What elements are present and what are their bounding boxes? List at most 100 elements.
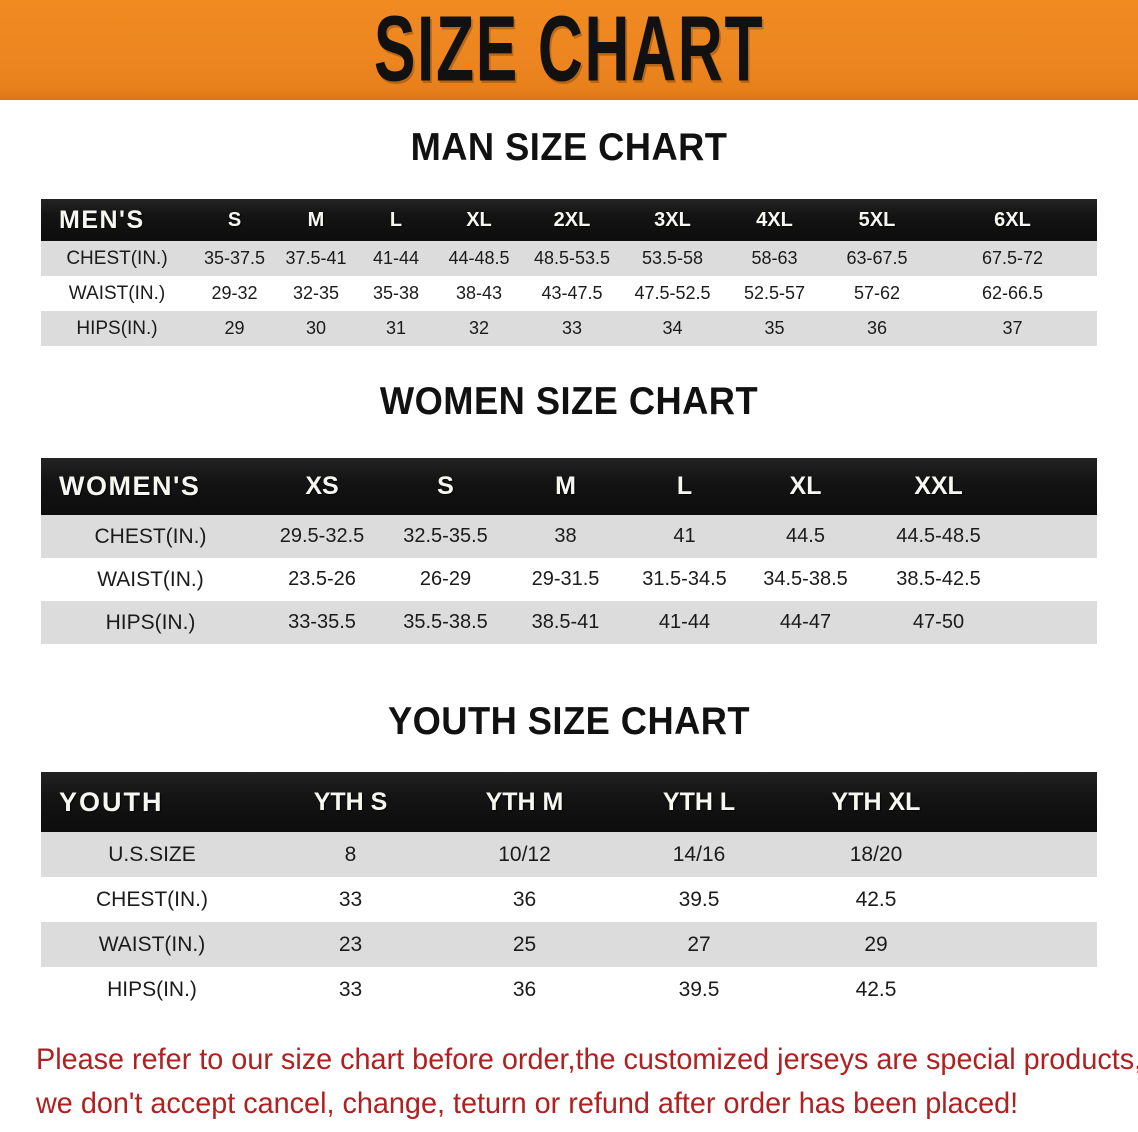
men-hips-5xl: 36	[866, 318, 888, 338]
women-chest-l: 41	[673, 525, 696, 547]
table-header-row: YOUTH YTH S YTH M YTH L YTH XL	[41, 772, 1097, 832]
men-chest-6xl: 67.5-72	[981, 248, 1044, 268]
youth-ussize-m: 10/12	[498, 842, 551, 866]
youth-size-table: YOUTH YTH S YTH M YTH L YTH XL U.S.SIZE …	[41, 772, 1097, 1012]
women-col-spacer	[1011, 458, 1097, 515]
table-header-row: WOMEN'S XS S M L XL XXL	[41, 458, 1097, 515]
men-chest-s: 35-37.5	[203, 248, 266, 268]
men-waist-5xl: 57-62	[853, 283, 901, 303]
women-col-l: L	[676, 472, 693, 500]
youth-col-spacer	[965, 772, 1097, 832]
table-row: WAIST(IN.) 29-32 32-35 35-38 38-43 43-47…	[41, 276, 1097, 311]
youth-chest-xl: 42.5	[855, 887, 897, 911]
men-waist-m: 32-35	[292, 283, 340, 303]
women-waist-s: 26-29	[419, 568, 472, 590]
men-hips-3xl: 34	[662, 318, 683, 338]
men-hips-m: 30	[305, 318, 327, 338]
women-row-label-waist: WAIST(IN.)	[97, 567, 204, 591]
table-row: U.S.SIZE 8 10/12 14/16 18/20	[41, 832, 1097, 877]
youth-hips-s: 33	[338, 977, 363, 1001]
men-hips-l: 31	[385, 318, 407, 338]
table-row: HIPS(IN.) 33 36 39.5 42.5	[41, 967, 1097, 1012]
youth-hips-spacer	[965, 967, 1097, 1012]
women-waist-m: 29-31.5	[531, 568, 600, 590]
women-waist-xxl: 38.5-42.5	[896, 568, 981, 590]
section-title-women: WOMEN SIZE CHART	[379, 380, 759, 423]
men-col-5xl: 5XL	[858, 208, 896, 231]
page-banner: SIZE CHART	[0, 0, 1138, 100]
banner-title: SIZE CHART	[373, 0, 765, 100]
youth-ussize-xl: 18/20	[849, 842, 903, 866]
table-row: HIPS(IN.) 29 30 31 32 33 34 35 36 37	[41, 311, 1097, 346]
youth-col-xl: YTH XL	[831, 787, 921, 816]
youth-col-m: YTH M	[485, 787, 564, 816]
women-waist-spacer	[1011, 558, 1097, 601]
men-row-label-waist: WAIST(IN.)	[68, 282, 166, 304]
women-hips-xs: 33-35.5	[288, 611, 356, 633]
youth-waist-m: 25	[512, 932, 537, 956]
men-chest-l: 41-44	[372, 248, 420, 268]
women-row-label-chest: CHEST(IN.)	[94, 524, 207, 548]
men-chest-xl: 44-48.5	[448, 248, 510, 268]
youth-row-label-hips: HIPS(IN.)	[107, 977, 197, 1001]
women-hips-l: 41-44	[658, 611, 711, 633]
women-row-label-hips: HIPS(IN.)	[105, 610, 196, 634]
men-col-2xl: 2XL	[553, 208, 591, 231]
men-hips-4xl: 35	[764, 318, 785, 338]
men-col-6xl: 6XL	[994, 208, 1031, 231]
men-size-table: MEN'S S M L XL 2XL 3XL 4XL 5XL 6XL CHEST…	[41, 199, 1097, 346]
table-header-row: MEN'S S M L XL 2XL 3XL 4XL 5XL 6XL	[41, 199, 1097, 241]
youth-ussize-s: 8	[344, 842, 357, 866]
men-chest-5xl: 63-67.5	[846, 248, 908, 268]
youth-row-label-waist: WAIST(IN.)	[98, 932, 206, 956]
women-chest-spacer	[1011, 515, 1097, 558]
men-waist-s: 29-32	[211, 283, 258, 303]
youth-chest-s: 33	[338, 887, 363, 911]
women-col-xxl: XXL	[914, 472, 963, 500]
women-waist-l: 31.5-34.5	[642, 568, 727, 590]
women-col-m: M	[555, 472, 576, 500]
men-waist-4xl: 52.5-57	[743, 283, 806, 303]
disclaimer-line-1: Please refer to our size chart before or…	[36, 1043, 1138, 1076]
youth-row-label-ussize: U.S.SIZE	[108, 842, 196, 866]
women-col-xs: XS	[305, 472, 339, 500]
youth-waist-spacer	[965, 922, 1097, 967]
table-row: HIPS(IN.) 33-35.5 35.5-38.5 38.5-41 41-4…	[41, 601, 1097, 644]
men-waist-l: 35-38	[372, 283, 420, 303]
youth-corner-label: YOUTH	[59, 786, 164, 817]
men-waist-3xl: 47.5-52.5	[634, 283, 711, 303]
women-corner-label: WOMEN'S	[59, 471, 201, 501]
table-row: WAIST(IN.) 23.5-26 26-29 29-31.5 31.5-34…	[41, 558, 1097, 601]
women-chest-xs: 29.5-32.5	[279, 525, 365, 547]
men-hips-2xl: 33	[561, 318, 583, 338]
women-size-table: WOMEN'S XS S M L XL XXL CHEST(IN.) 29.5-…	[41, 458, 1097, 644]
men-hips-s: 29	[224, 318, 245, 338]
youth-waist-xl: 29	[864, 932, 888, 956]
youth-waist-s: 23	[338, 932, 363, 956]
women-chest-xxl: 44.5-48.5	[896, 525, 981, 547]
youth-hips-xl: 42.5	[855, 977, 897, 1001]
men-waist-6xl: 62-66.5	[981, 283, 1044, 303]
table-row: WAIST(IN.) 23 25 27 29	[41, 922, 1097, 967]
women-chest-s: 32.5-35.5	[403, 525, 488, 547]
men-col-4xl: 4XL	[756, 208, 793, 231]
men-chest-m: 37.5-41	[285, 248, 347, 268]
youth-chest-m: 36	[512, 887, 537, 911]
men-corner-label: MEN'S	[59, 205, 145, 234]
men-hips-xl: 32	[468, 318, 490, 338]
disclaimer-line-2: we don't accept cancel, change, teturn o…	[36, 1087, 1019, 1120]
men-chest-2xl: 48.5-53.5	[533, 248, 611, 268]
men-row-label-hips: HIPS(IN.)	[76, 317, 158, 339]
youth-ussize-l: 14/16	[672, 842, 726, 866]
women-col-xl: XL	[789, 472, 822, 500]
youth-waist-l: 27	[687, 932, 711, 956]
youth-col-s: YTH S	[313, 787, 388, 816]
men-waist-xl: 38-43	[455, 283, 503, 303]
table-row: CHEST(IN.) 33 36 39.5 42.5	[41, 877, 1097, 922]
youth-chest-l: 39.5	[678, 887, 720, 911]
women-hips-xl: 44-47	[779, 611, 832, 633]
women-waist-xs: 23.5-26	[288, 568, 356, 590]
table-row: CHEST(IN.) 29.5-32.5 32.5-35.5 38 41 44.…	[41, 515, 1097, 558]
youth-hips-m: 36	[512, 977, 537, 1001]
women-hips-spacer	[1011, 601, 1097, 644]
